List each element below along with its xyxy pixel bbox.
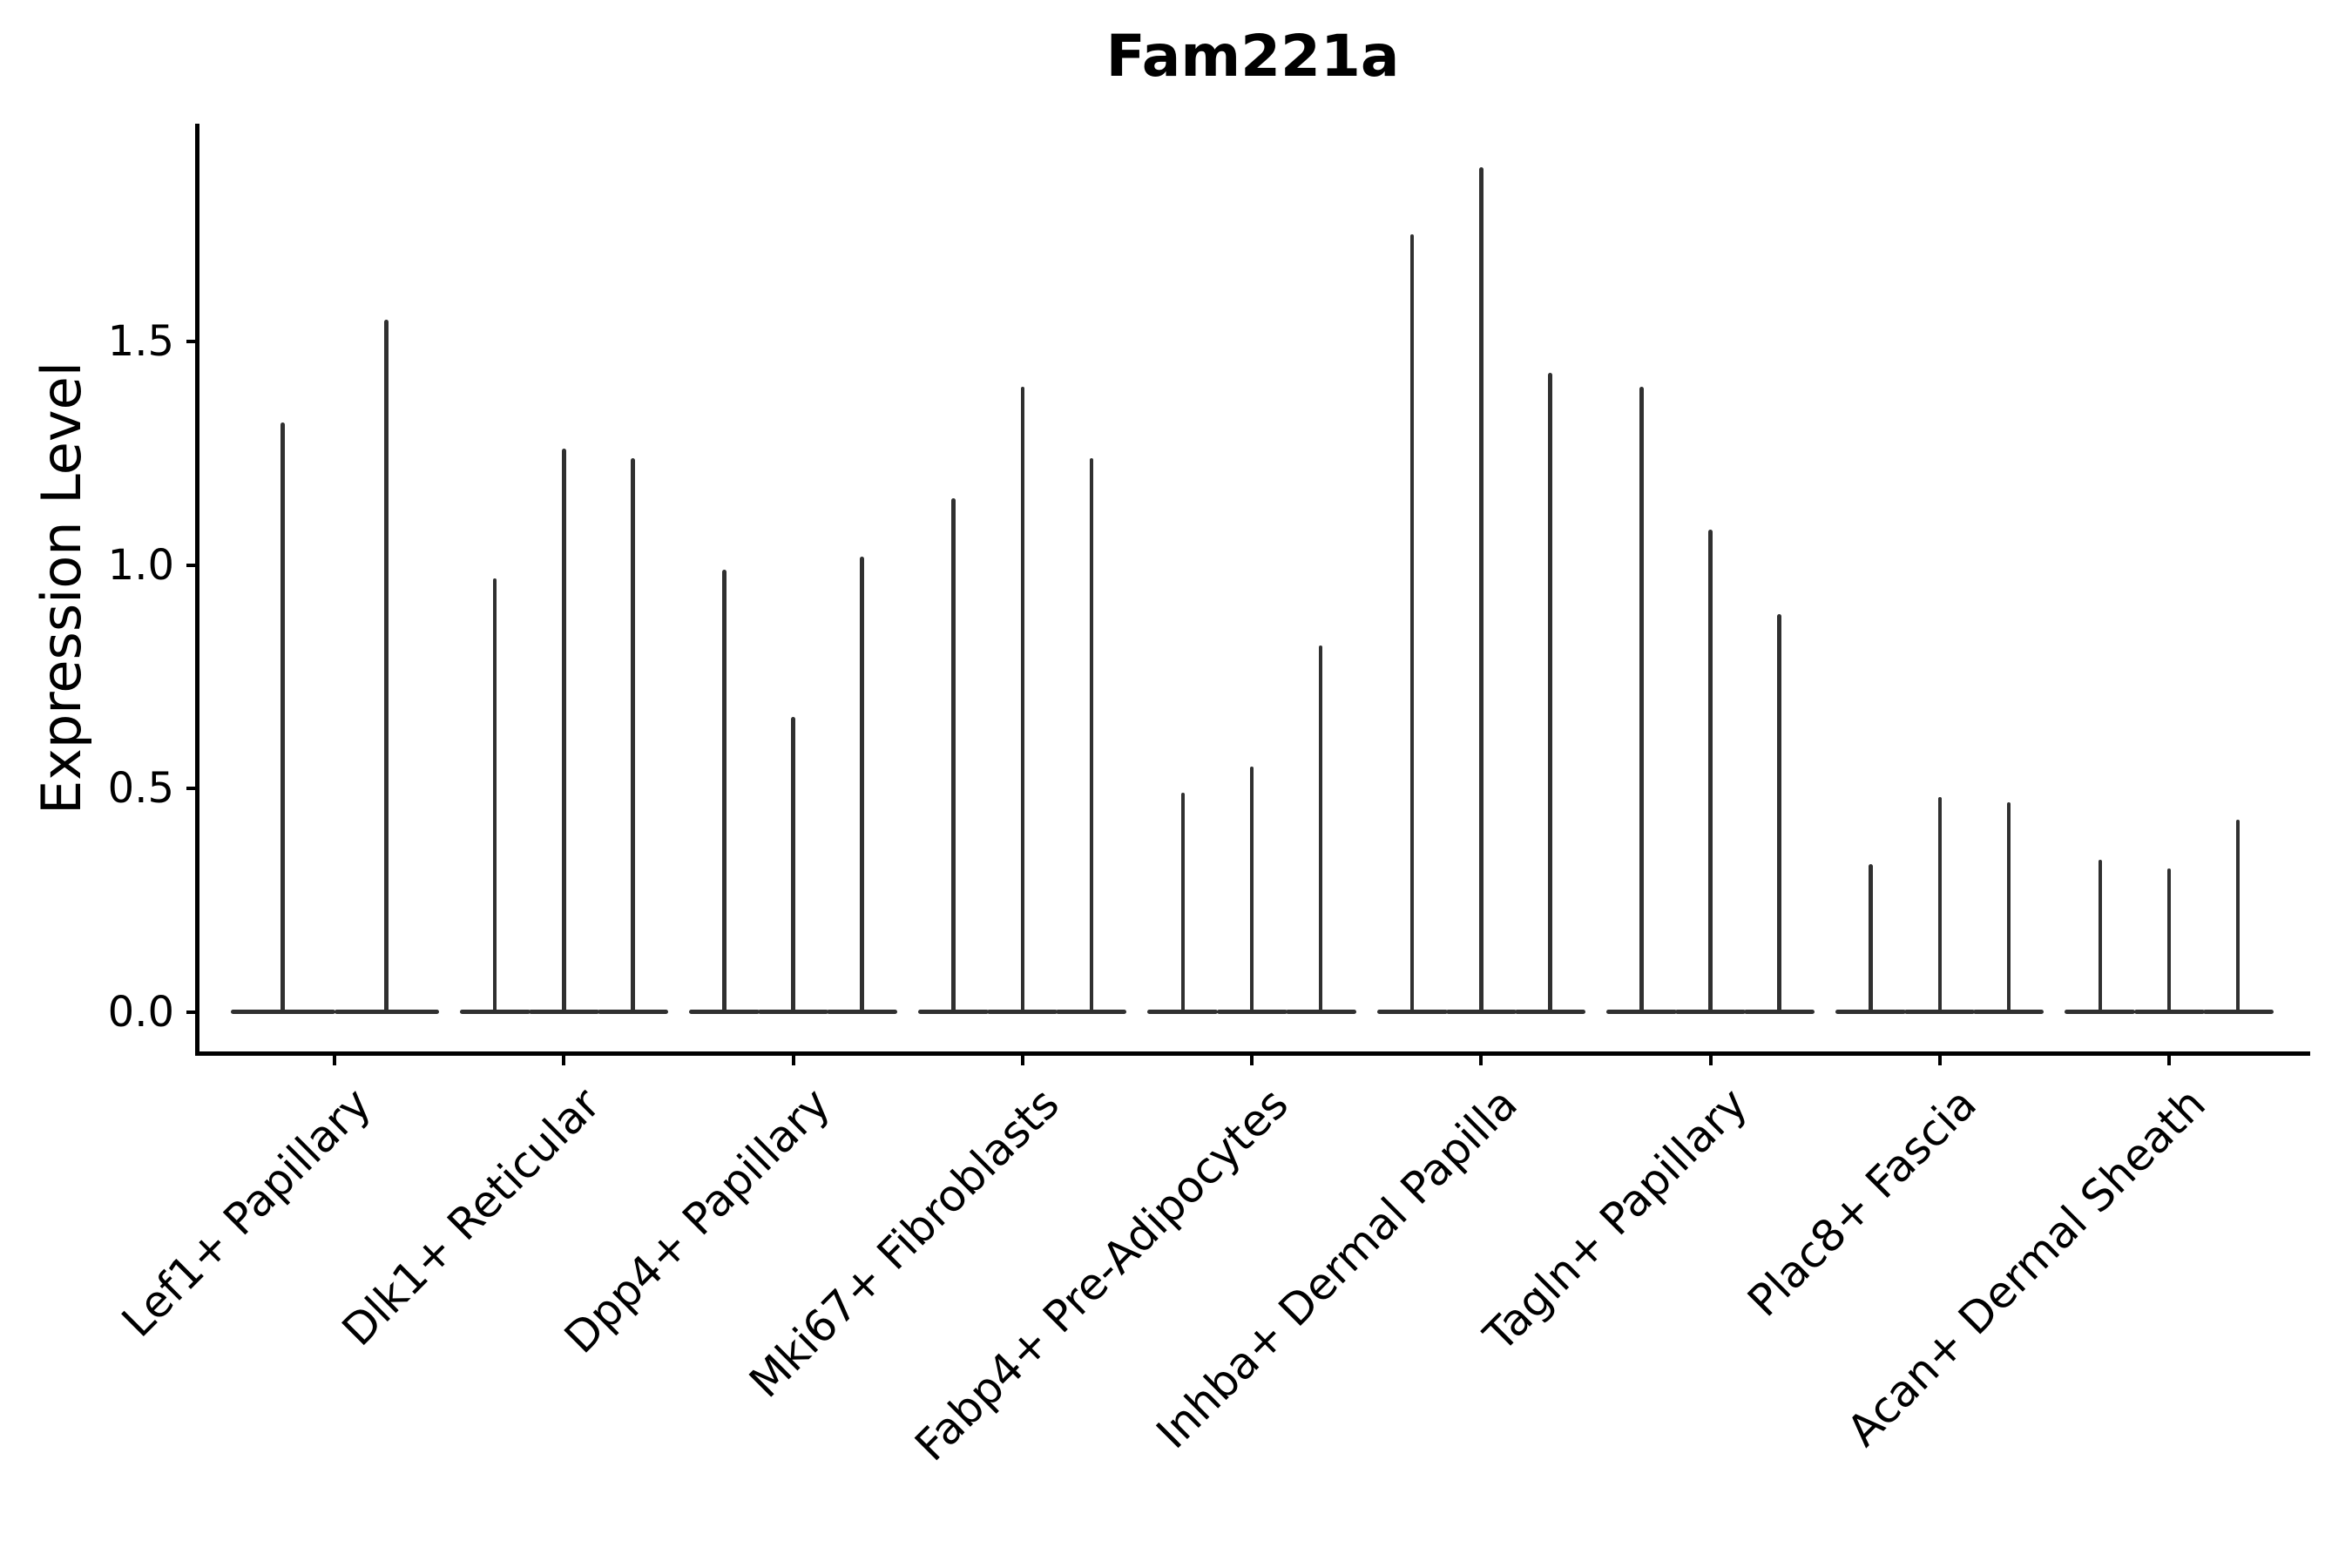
violin-spike: [1639, 386, 1644, 1014]
x-tick-label: Tagln+ Papillary: [1473, 1078, 1757, 1362]
y-tick: [186, 1010, 198, 1014]
x-tick-label: Fabp4+ Pre-Adipocytes: [905, 1078, 1298, 1471]
violin-spike: [280, 422, 285, 1014]
x-tick: [1708, 1053, 1713, 1065]
violin-spike: [1708, 529, 1713, 1014]
violin-spike: [631, 457, 635, 1014]
x-tick: [2167, 1053, 2171, 1065]
x-tick: [791, 1053, 795, 1065]
x-tick: [1479, 1053, 1484, 1065]
violin-spike: [1869, 864, 1873, 1014]
x-tick: [1250, 1053, 1254, 1065]
x-tick-label: Acan+ Dermal Sheath: [1837, 1078, 2215, 1456]
y-tick: [186, 787, 198, 791]
violin-spike: [384, 319, 389, 1014]
violin-spike: [1777, 614, 1781, 1014]
violin-spike: [1479, 167, 1484, 1014]
plot-title: Fam221a: [1105, 23, 1400, 90]
violin-spike: [492, 578, 497, 1014]
x-tick-label: Dpp4+ Papillary: [554, 1078, 840, 1363]
violin-spike: [722, 569, 727, 1014]
violin-spike: [562, 449, 566, 1014]
violin-spike: [860, 556, 864, 1014]
violin-spike: [2235, 820, 2240, 1014]
y-tick-label: 1.0: [107, 540, 174, 590]
violin-spike: [2006, 801, 2011, 1014]
violin-spike: [951, 497, 956, 1014]
violin-spike: [2166, 868, 2172, 1014]
x-tick: [333, 1053, 336, 1065]
x-tick: [1937, 1053, 1942, 1065]
x-tick: [562, 1053, 566, 1065]
violin-spike: [1180, 793, 1186, 1014]
violin-spike: [1318, 645, 1323, 1014]
x-tick: [1020, 1053, 1024, 1065]
violin-spike: [1937, 797, 1942, 1014]
y-axis-label: Expression Level: [30, 362, 93, 814]
y-tick: [186, 340, 198, 344]
violin-spike: [2098, 860, 2103, 1014]
y-tick-label: 0.5: [107, 764, 174, 814]
x-tick-label: Mki67+ Fibroblasts: [739, 1078, 1069, 1408]
violin-spike: [1020, 386, 1024, 1014]
y-axis-spine: [195, 124, 199, 1056]
violin-spike: [1548, 373, 1552, 1014]
violin-spike: [1089, 457, 1094, 1014]
x-tick-label: Inhba+ Dermal Papilla: [1146, 1078, 1528, 1459]
x-tick-label: Dlk1+ Reticular: [332, 1078, 611, 1356]
y-tick-label: 0.0: [107, 987, 174, 1037]
violin-spike: [1249, 766, 1254, 1014]
x-tick-label: Plac8+ Fascia: [1737, 1078, 1986, 1327]
y-tick-label: 1.5: [107, 317, 174, 367]
violin-spike: [791, 717, 795, 1014]
violin-spike: [1409, 234, 1415, 1014]
y-tick: [186, 563, 198, 567]
